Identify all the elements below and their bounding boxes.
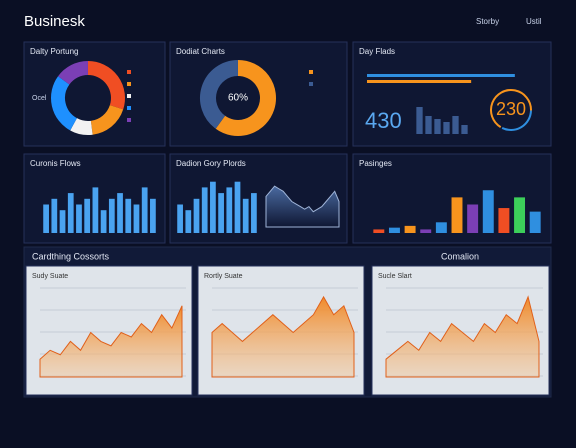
bar xyxy=(100,210,107,233)
bar xyxy=(133,204,140,233)
section-title: Cardthing Cossorts xyxy=(32,251,110,261)
bar xyxy=(420,229,432,233)
bar xyxy=(498,208,510,233)
bar xyxy=(92,187,99,233)
header-link[interactable]: Storby xyxy=(476,17,499,26)
bar xyxy=(59,210,66,233)
legend-swatch xyxy=(127,106,131,110)
hbar xyxy=(367,80,472,83)
bar xyxy=(451,197,463,233)
bar xyxy=(193,198,200,233)
legend-swatch xyxy=(127,94,131,98)
area xyxy=(385,295,540,378)
donut-segment xyxy=(215,60,276,136)
bar xyxy=(185,210,192,233)
bar xyxy=(125,198,132,233)
legend-swatch xyxy=(127,82,131,86)
header-link[interactable]: Ustil xyxy=(526,17,542,26)
bar xyxy=(452,116,459,134)
panel-title: Curonis Flows xyxy=(30,159,81,168)
bar xyxy=(150,198,156,233)
bar xyxy=(84,198,91,233)
donut-center: 60% xyxy=(228,93,248,104)
panel-title: Dadion Gory Plords xyxy=(176,159,246,168)
bar xyxy=(467,204,479,233)
bar xyxy=(67,193,74,233)
bar xyxy=(218,193,224,233)
legend-swatch xyxy=(309,82,313,86)
area xyxy=(39,305,183,378)
bar xyxy=(529,211,541,233)
bar xyxy=(514,197,526,233)
bar xyxy=(388,227,400,233)
bar xyxy=(482,190,494,233)
app-title: Businesk xyxy=(24,13,85,30)
bar xyxy=(373,229,385,233)
donut-segment xyxy=(90,104,124,135)
bar xyxy=(117,193,123,233)
donut-label: Ocel xyxy=(32,95,47,102)
bar xyxy=(242,198,249,233)
bar xyxy=(43,204,49,233)
panel xyxy=(169,153,348,244)
panel-title: Dodiat Charts xyxy=(176,47,225,56)
bar xyxy=(435,222,447,233)
bar xyxy=(177,204,183,233)
bar xyxy=(141,187,148,233)
donut-segment xyxy=(200,60,239,129)
panel-title: Pasinges xyxy=(359,159,392,168)
bar xyxy=(234,181,241,233)
gauge-arc xyxy=(490,89,532,128)
bar xyxy=(76,204,82,233)
donut-segment xyxy=(87,61,125,110)
area xyxy=(265,185,340,228)
bar xyxy=(51,198,58,233)
legend-swatch xyxy=(309,70,313,74)
donut-segment xyxy=(58,61,89,85)
gauge-number: 230 xyxy=(496,99,526,119)
kpi-number: 430 xyxy=(365,108,402,133)
bar xyxy=(210,181,216,233)
legend-swatch xyxy=(127,118,131,122)
legend-swatch xyxy=(127,70,131,74)
panel xyxy=(169,41,348,147)
bar xyxy=(404,225,416,233)
panel-title: Sucle Slart xyxy=(378,273,412,280)
bar xyxy=(108,198,115,233)
panel-title: Dalty Portung xyxy=(30,47,78,56)
area xyxy=(211,295,355,378)
bar xyxy=(201,187,208,233)
panel-title: Day Flads xyxy=(359,47,395,56)
bar xyxy=(251,193,257,233)
hbar xyxy=(367,74,515,77)
panel-title: Sudy Suate xyxy=(32,273,68,280)
bar xyxy=(425,116,432,134)
section-title: Comalion xyxy=(441,251,479,261)
donut-segment xyxy=(70,117,93,135)
donut-segment xyxy=(51,76,78,131)
bar xyxy=(416,107,423,134)
bar xyxy=(461,125,468,134)
bar xyxy=(443,122,450,134)
bar xyxy=(434,119,441,134)
panel-title: Rortly Suate xyxy=(204,273,243,280)
gauge-arc xyxy=(501,110,532,131)
bar xyxy=(226,187,233,233)
